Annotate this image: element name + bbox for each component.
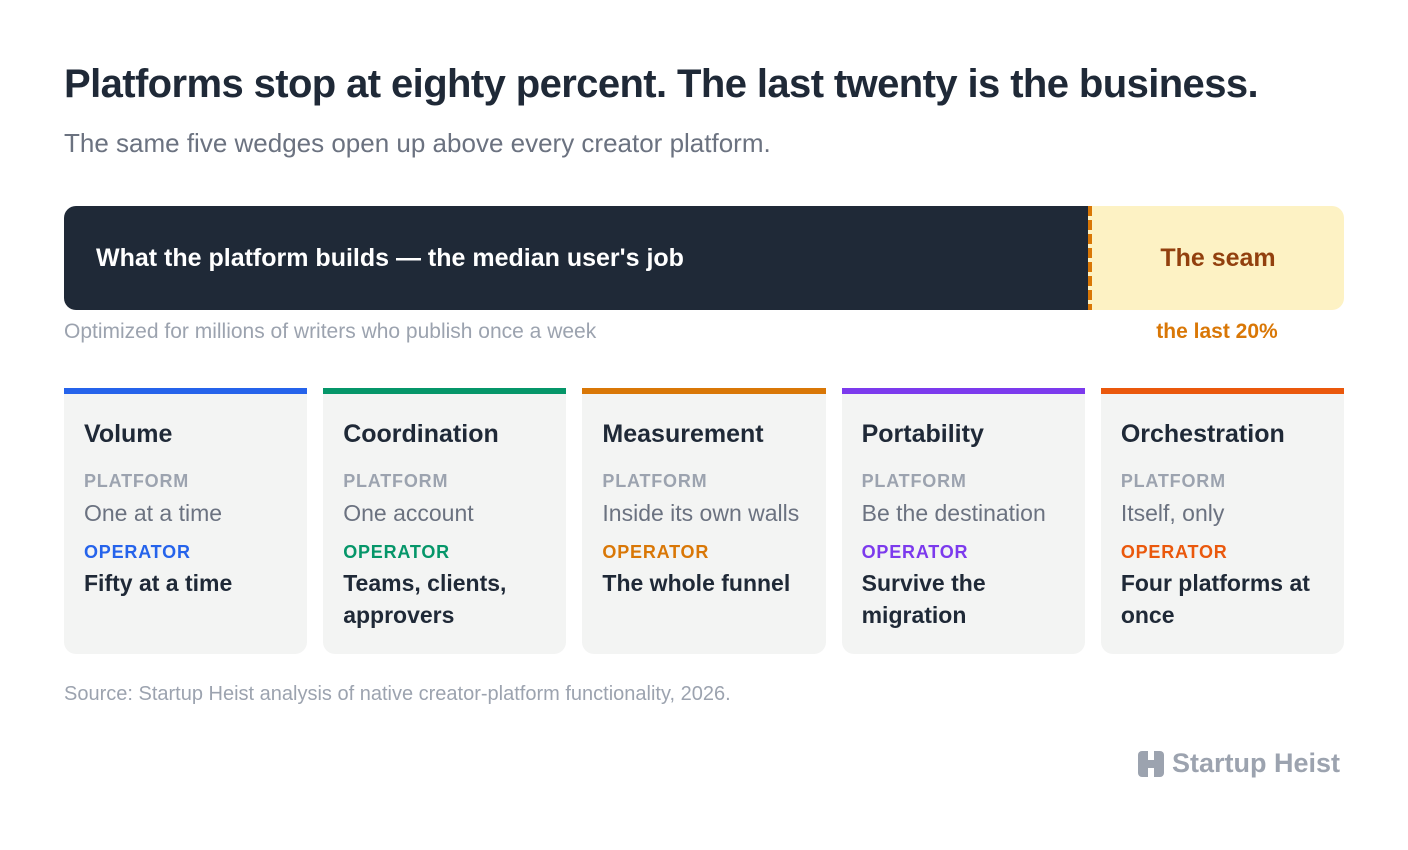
operator-label: OPERATOR bbox=[343, 542, 450, 562]
wedge-card-orchestration: Orchestration PLATFORM Itself, only OPER… bbox=[1100, 388, 1345, 654]
platform-value: One account bbox=[343, 500, 474, 526]
platform-label: PLATFORM bbox=[343, 471, 449, 491]
seam-divider bbox=[1088, 206, 1092, 310]
wedge-card-measurement: Measurement PLATFORM Inside its own wall… bbox=[582, 388, 826, 654]
operator-label: OPERATOR bbox=[84, 542, 191, 562]
wedge-title: Measurement bbox=[602, 420, 764, 448]
platform-label: PLATFORM bbox=[84, 471, 190, 491]
platform-segment-label: What the platform builds — the median us… bbox=[96, 243, 684, 272]
wedge-card-portability: Portability PLATFORM Be the destination … bbox=[841, 388, 1085, 654]
h-logo-icon bbox=[1137, 750, 1164, 777]
wedge-title: Orchestration bbox=[1120, 420, 1285, 448]
operator-value: The whole funnel bbox=[602, 570, 791, 596]
seam-segment-label: The seam bbox=[1160, 243, 1276, 272]
platform-value: Be the destination bbox=[861, 500, 1046, 526]
wedge-cards: Volume PLATFORM One at a time OPERATOR F… bbox=[64, 388, 1345, 654]
platform-label: PLATFORM bbox=[861, 471, 967, 491]
operator-value: Fifty at a time bbox=[84, 570, 233, 596]
wedge-title: Portability bbox=[861, 420, 984, 448]
platform-label: PLATFORM bbox=[1120, 471, 1226, 491]
operator-label: OPERATOR bbox=[1120, 542, 1228, 562]
platform-seam-bar: What the platform builds — the median us… bbox=[64, 206, 1344, 310]
platform-segment: What the platform builds — the median us… bbox=[64, 206, 1088, 310]
source-note: Source: Startup Heist analysis of native… bbox=[64, 683, 731, 705]
operator-label: OPERATOR bbox=[602, 542, 710, 562]
operator-label: OPERATOR bbox=[861, 542, 969, 562]
operator-value: Teams, clients, approvers bbox=[343, 570, 507, 628]
platform-caption: Optimized for millions of writers who pu… bbox=[64, 320, 597, 343]
seam-segment: The seam bbox=[1092, 206, 1344, 310]
operator-value: Survive the migration bbox=[861, 570, 986, 628]
wedge-title: Coordination bbox=[343, 420, 499, 448]
platform-label: PLATFORM bbox=[602, 471, 708, 491]
platform-value: One at a time bbox=[84, 500, 223, 526]
page-subtitle: The same five wedges open up above every… bbox=[64, 128, 771, 158]
platform-value: Itself, only bbox=[1120, 500, 1225, 526]
wedge-card-coordination: Coordination PLATFORM One account OPERAT… bbox=[323, 388, 567, 654]
wedge-title: Volume bbox=[84, 420, 173, 448]
brand-logo: Startup Heist bbox=[1137, 748, 1340, 779]
page-title: Platforms stop at eighty percent. The la… bbox=[64, 62, 1259, 106]
seam-caption: the last 20% bbox=[1156, 320, 1278, 343]
platform-value: Inside its own walls bbox=[602, 500, 800, 526]
brand-name: Startup Heist bbox=[1171, 748, 1340, 778]
wedge-card-volume: Volume PLATFORM One at a time OPERATOR F… bbox=[64, 388, 308, 654]
operator-value: Four platforms at once bbox=[1120, 570, 1310, 628]
